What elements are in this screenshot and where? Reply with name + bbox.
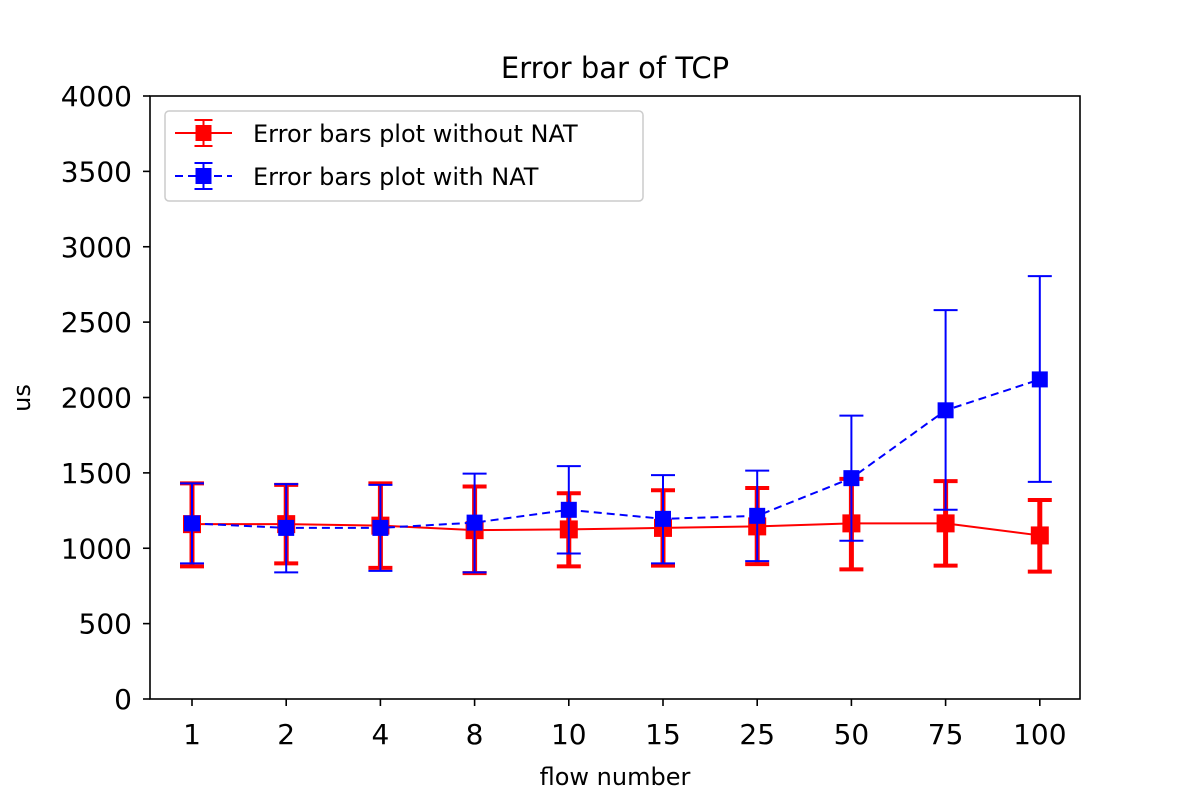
- legend-marker: [195, 168, 212, 184]
- y-tick-label: 2500: [61, 306, 132, 339]
- data-point: [372, 519, 389, 536]
- x-tick-label: 4: [371, 718, 389, 751]
- legend-box: [164, 110, 644, 202]
- y-tick-label: 3000: [61, 231, 132, 264]
- x-axis-label: flow number: [540, 763, 691, 791]
- series-2: [180, 275, 1052, 574]
- x-tick-label: 100: [1013, 718, 1066, 751]
- y-tick-label: 0: [114, 683, 132, 716]
- data-point: [1030, 526, 1049, 545]
- data-point: [937, 402, 954, 419]
- legend-marker: [195, 125, 212, 141]
- y-tick-label: 2000: [61, 382, 132, 415]
- legend: Error bars plot without NAT Error bars pl…: [164, 110, 644, 202]
- x-tick-label: 75: [928, 718, 964, 751]
- x-tick-label: 2: [277, 718, 295, 751]
- y-axis-label: us: [8, 384, 36, 412]
- x-tick-label: 50: [834, 718, 870, 751]
- x-tick-label: 10: [551, 718, 587, 751]
- x-tick-label: 8: [466, 718, 484, 751]
- data-point: [184, 515, 200, 532]
- x-tick-label: 25: [739, 718, 775, 751]
- chart-title: Error bar of TCP: [501, 51, 729, 85]
- y-tick-label: 4000: [61, 80, 132, 113]
- y-tick-label: 500: [79, 608, 132, 641]
- y-tick-label: 1500: [61, 457, 132, 490]
- legend-label: Error bars plot with NAT: [253, 163, 539, 191]
- x-tick-label: 1: [183, 718, 201, 751]
- data-point: [1031, 371, 1048, 388]
- legend-label: Error bars plot without NAT: [253, 120, 578, 148]
- data-point: [936, 514, 955, 533]
- y-tick-label: 1000: [61, 532, 132, 565]
- x-tick-label: 15: [645, 718, 681, 751]
- data-point: [749, 507, 766, 524]
- y-tick-label: 3500: [61, 155, 132, 188]
- data-point: [655, 510, 671, 527]
- plot-area: 0 500 1000 1500 2000 2500 3000 3500 4000 1 2 4 8 10 15…: [61, 80, 1081, 751]
- data-point: [560, 501, 577, 518]
- data-point: [466, 514, 483, 531]
- data-point: [843, 470, 860, 487]
- series-line: [192, 522, 1040, 537]
- data-point: [278, 519, 295, 536]
